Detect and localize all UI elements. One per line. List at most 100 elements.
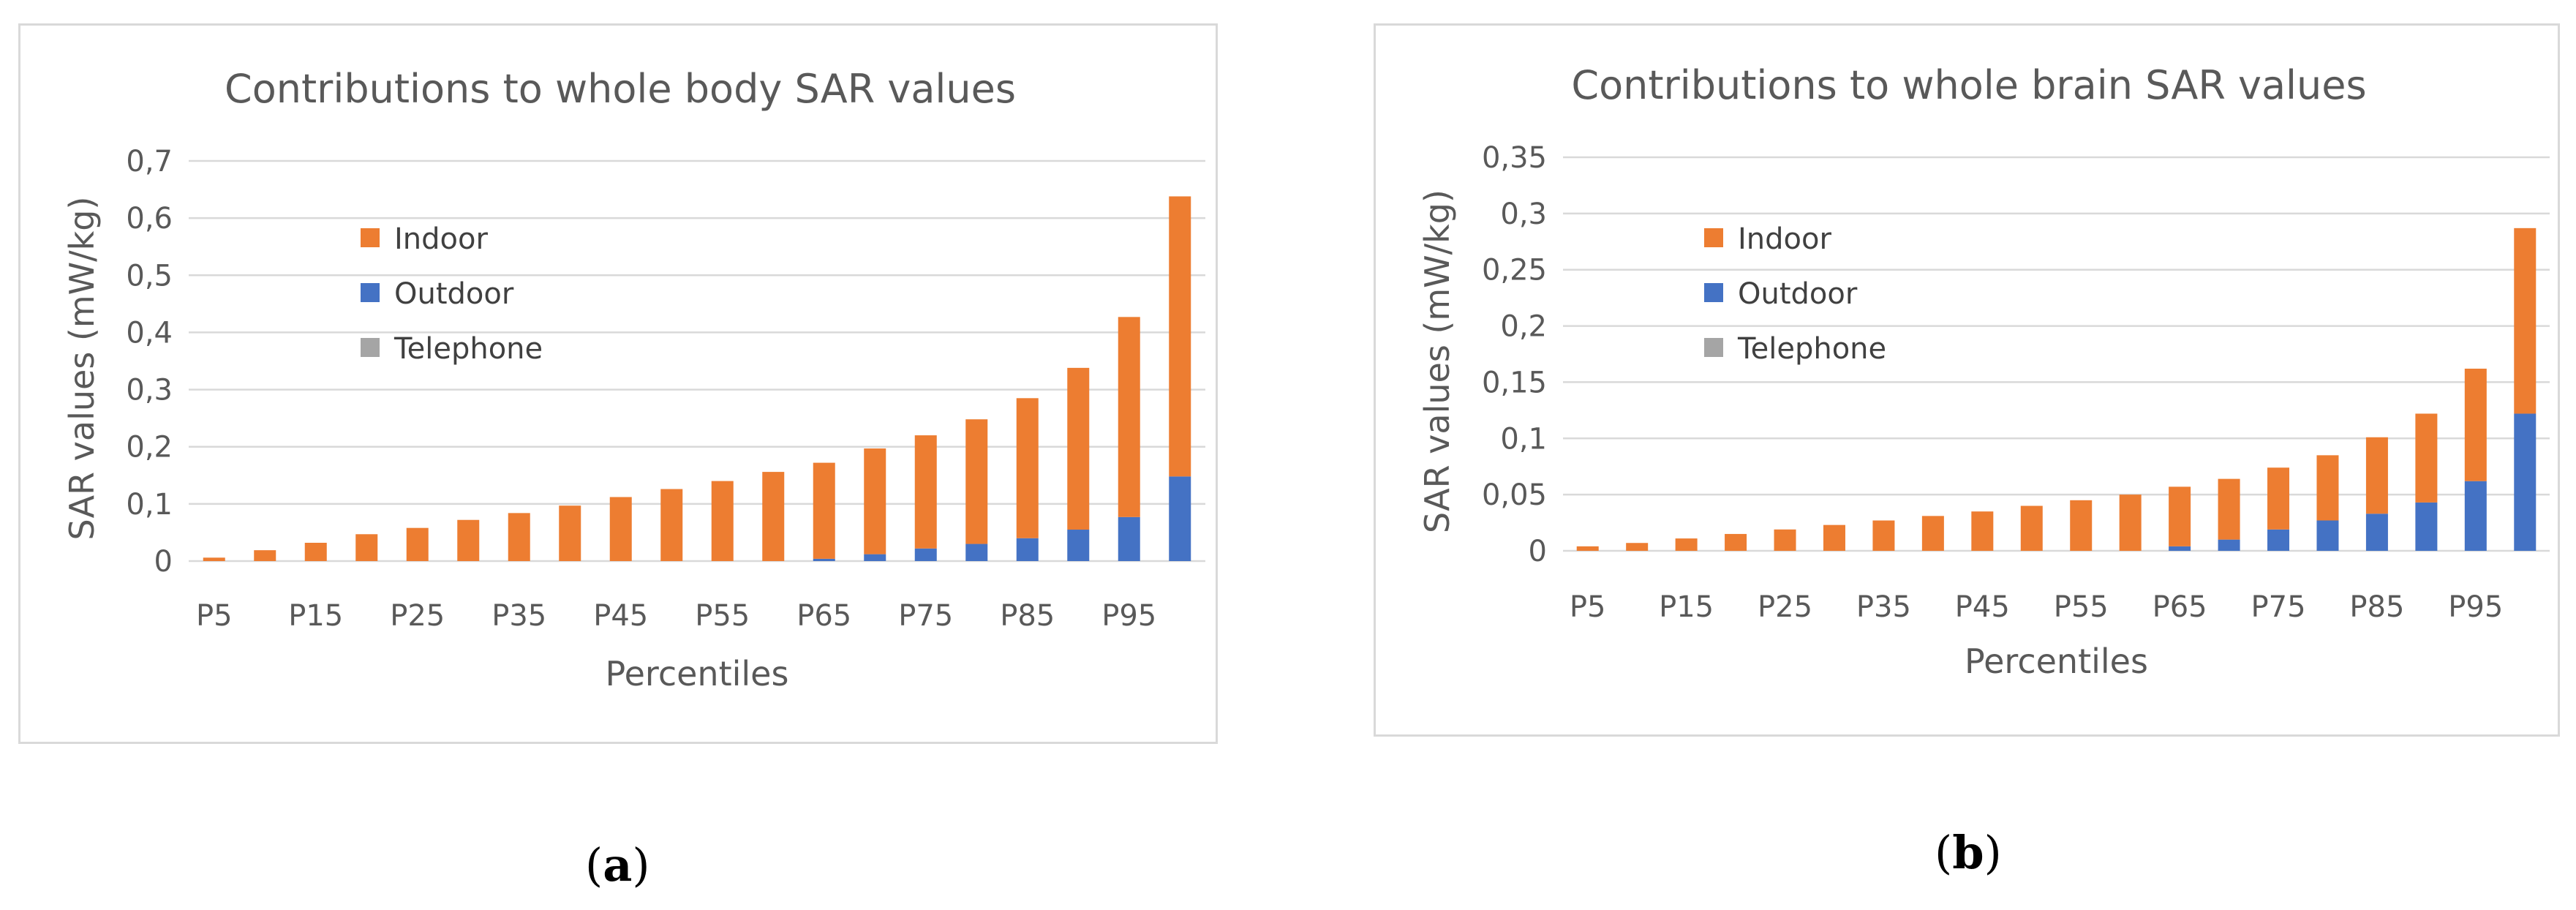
x-tick-label: P95 bbox=[2448, 590, 2503, 624]
legend-label-outdoor: Outdoor bbox=[1738, 277, 1858, 311]
bar-indoor-p10 bbox=[1626, 543, 1649, 551]
bar-outdoor-p80 bbox=[2316, 520, 2339, 551]
bar-indoor-p15 bbox=[1675, 538, 1698, 551]
x-tick-label: P65 bbox=[796, 599, 851, 633]
bar-indoor-p90 bbox=[2415, 413, 2438, 503]
bar-outdoor-p100 bbox=[1169, 476, 1191, 561]
bar-outdoor-p75 bbox=[914, 548, 937, 561]
bar-indoor-p65 bbox=[813, 462, 835, 559]
bar-outdoor-p95 bbox=[1118, 516, 1140, 561]
bar-indoor-p100 bbox=[2514, 228, 2537, 414]
y-tick-label: 0,35 bbox=[1482, 141, 1547, 175]
y-tick-label: 0,1 bbox=[126, 488, 173, 522]
x-axis-label: Percentiles bbox=[606, 654, 789, 693]
bar-outdoor-p75 bbox=[2267, 529, 2290, 551]
chart-whole-body: Contributions to whole body SAR values 0 0… bbox=[62, 66, 1205, 693]
bar-indoor-p65 bbox=[2169, 486, 2191, 546]
legend-swatch-outdoor bbox=[1704, 283, 1723, 302]
y-tick-label: 0,7 bbox=[126, 145, 173, 178]
legend-label-telephone: Telephone bbox=[1737, 332, 1886, 366]
bar-indoor-p20 bbox=[1725, 533, 1747, 551]
legend-label-indoor: Indoor bbox=[1738, 222, 1831, 256]
caption-b-open: ( bbox=[1935, 826, 1953, 879]
bar-indoor-p45 bbox=[609, 497, 632, 561]
y-axis-label: SAR values (mW/kg) bbox=[62, 197, 102, 541]
bar-outdoor-p85 bbox=[2365, 514, 2388, 551]
bar-indoor-p80 bbox=[965, 419, 988, 544]
y-tick-label: 0,3 bbox=[1500, 198, 1547, 231]
y-tick-label: 0,3 bbox=[126, 374, 173, 407]
x-tick-label: P75 bbox=[2251, 590, 2306, 624]
x-tick-label: P85 bbox=[1000, 599, 1055, 633]
bar-indoor-p30 bbox=[457, 519, 480, 561]
bar-indoor-p40 bbox=[559, 505, 581, 561]
chart-title: Contributions to whole body SAR values bbox=[225, 66, 1016, 112]
chart-whole-brain: Contributions to whole brain SAR values 0… bbox=[1417, 62, 2550, 681]
x-tick-label: P45 bbox=[1955, 590, 2010, 624]
y-tick-label: 0 bbox=[154, 545, 173, 579]
bar-indoor-p95 bbox=[2464, 368, 2487, 481]
x-tick-label: P25 bbox=[390, 599, 445, 633]
y-tick-label: 0 bbox=[1529, 535, 1547, 568]
legend-label-outdoor: Outdoor bbox=[394, 277, 514, 311]
bar-indoor-p90 bbox=[1067, 367, 1090, 530]
y-tick-label: 0,6 bbox=[126, 202, 173, 236]
bar-outdoor-p70 bbox=[2218, 539, 2240, 551]
bar-indoor-p85 bbox=[1016, 398, 1039, 538]
bar-outdoor-p70 bbox=[864, 554, 886, 561]
caption-b-letter: b bbox=[1952, 826, 1984, 879]
caption-a-open: ( bbox=[585, 838, 603, 892]
x-tick-label: P35 bbox=[492, 599, 546, 633]
bar-outdoor-p90 bbox=[1067, 530, 1090, 561]
x-tick-label: P65 bbox=[2153, 590, 2207, 624]
x-tick-label: P45 bbox=[593, 599, 648, 633]
bar-indoor-p95 bbox=[1118, 317, 1140, 517]
bar-indoor-p75 bbox=[914, 435, 937, 549]
bar-indoor-p60 bbox=[762, 472, 785, 561]
bar-outdoor-p65 bbox=[813, 558, 835, 561]
x-tick-label: P15 bbox=[1659, 590, 1714, 624]
legend-swatch-indoor bbox=[1704, 228, 1723, 247]
x-tick-label: P85 bbox=[2349, 590, 2404, 624]
caption-a: (a) bbox=[585, 843, 650, 888]
x-tick-label: P55 bbox=[695, 599, 750, 633]
bar-indoor-p80 bbox=[2316, 455, 2339, 521]
bar-outdoor-p80 bbox=[965, 544, 988, 561]
y-tick-label: 0,1 bbox=[1500, 422, 1547, 456]
bar-indoor-p45 bbox=[1971, 511, 1994, 551]
bar-outdoor-p100 bbox=[2514, 413, 2537, 551]
x-tick-label: P5 bbox=[1570, 590, 1606, 624]
y-axis-label: SAR values (mW/kg) bbox=[1417, 189, 1457, 533]
x-tick-label: P35 bbox=[1856, 590, 1911, 624]
legend-label-indoor: Indoor bbox=[394, 222, 488, 256]
caption-a-letter: a bbox=[603, 838, 633, 892]
bar-indoor-p25 bbox=[1774, 529, 1796, 551]
bar-indoor-p5 bbox=[1576, 546, 1599, 551]
y-tick-label: 0,15 bbox=[1482, 366, 1547, 399]
bar-indoor-p35 bbox=[508, 513, 530, 561]
caption-b-close: ) bbox=[1984, 826, 2002, 879]
bar-indoor-p15 bbox=[304, 542, 327, 561]
bar-indoor-p60 bbox=[2119, 495, 2142, 551]
x-tick-label: P95 bbox=[1101, 599, 1156, 633]
y-tick-label: 0,4 bbox=[126, 316, 173, 350]
bar-indoor-p50 bbox=[660, 489, 683, 561]
x-tick-label: P55 bbox=[2054, 590, 2109, 624]
bar-indoor-p35 bbox=[1872, 520, 1895, 551]
caption-a-close: ) bbox=[632, 838, 650, 892]
x-tick-label: P15 bbox=[288, 599, 343, 633]
bar-indoor-p85 bbox=[2365, 437, 2388, 514]
bar-indoor-p50 bbox=[2020, 505, 2043, 551]
bar-indoor-p5 bbox=[203, 557, 225, 561]
chart-panel-whole-brain: Contributions to whole brain SAR values 0… bbox=[1374, 23, 2560, 737]
bar-outdoor-p85 bbox=[1016, 538, 1039, 561]
bar-indoor-p25 bbox=[406, 527, 429, 561]
x-tick-label: P75 bbox=[898, 599, 953, 633]
x-axis-label: Percentiles bbox=[1965, 642, 2148, 681]
bar-indoor-p20 bbox=[355, 534, 378, 561]
bar-outdoor-p95 bbox=[2464, 481, 2487, 551]
bar-indoor-p70 bbox=[864, 448, 886, 554]
legend-swatch-telephone bbox=[1704, 338, 1723, 357]
bar-outdoor-p90 bbox=[2415, 502, 2438, 551]
bar-indoor-p30 bbox=[1823, 524, 1845, 551]
